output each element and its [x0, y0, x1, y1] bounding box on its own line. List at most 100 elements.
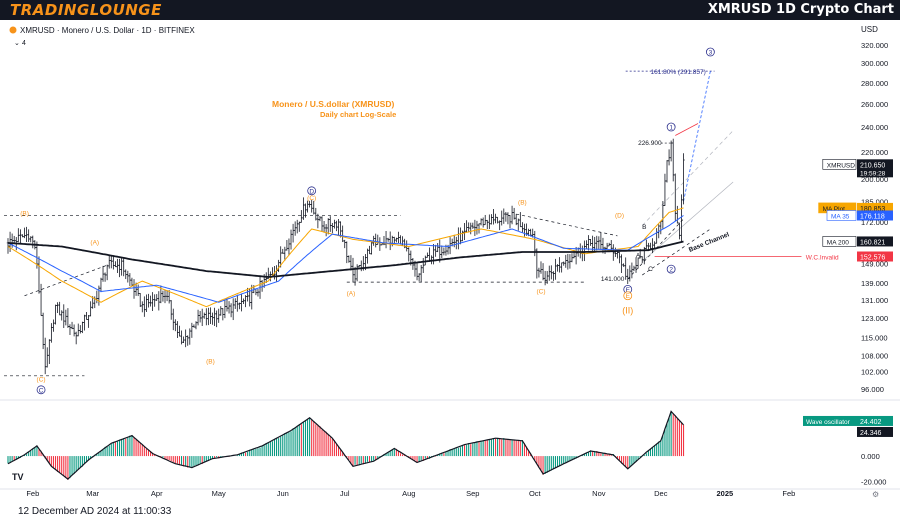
- osc-y-tick-label: -20.000: [861, 478, 886, 487]
- wave-label: 2: [669, 267, 673, 274]
- high-level-label: 226.900: [638, 140, 662, 147]
- low-level-label: 141.000: [601, 276, 625, 283]
- wave-label-circle: [623, 291, 633, 301]
- x-tick-label: Oct: [529, 489, 542, 498]
- y-tick-label: 102.000: [861, 368, 888, 377]
- y-tick-label: 185.000: [861, 197, 888, 206]
- fib-level-label: 161.80% (291.857): [650, 69, 705, 76]
- osc-y-tick-label: 0.000: [861, 452, 880, 461]
- y-tick-label: 108.000: [861, 351, 888, 360]
- price-tag-label-bg: [822, 236, 857, 247]
- y-axis-unit: USD: [861, 25, 878, 34]
- x-tick-label: Dec: [654, 489, 668, 498]
- wave-label: 3: [709, 50, 713, 57]
- x-tick-label: Sep: [466, 489, 479, 498]
- price-tag-label-bg: [822, 159, 857, 170]
- price-tag-label: MA 200: [827, 239, 849, 246]
- x-tick-label: Apr: [151, 489, 163, 498]
- y-tick-label: 320.000: [861, 41, 888, 50]
- annotation-subtitle: Daily chart Log-Scale: [320, 110, 396, 119]
- trend-line: [24, 264, 108, 297]
- wave-label-circle: [666, 264, 676, 274]
- wave-label: (A): [347, 291, 356, 298]
- y-tick-label: 115.000: [861, 333, 888, 342]
- y-tick-label: 139.000: [861, 279, 888, 288]
- wave-label: C: [648, 266, 653, 273]
- chevron-down-icon[interactable]: ⌄: [14, 40, 20, 47]
- top-banner: TRADINGLOUNGE XMRUSD 1D Crypto Chart: [0, 0, 900, 20]
- x-tick-label: May: [212, 489, 226, 498]
- price-tag-value: 180.853: [860, 206, 885, 213]
- channel-line: [641, 130, 734, 226]
- price-tag-label-bg: [826, 210, 857, 221]
- symbol-legend: XMRUSD · Monero / U.S. Dollar · 1D · BIT…: [20, 26, 195, 35]
- indicator-count: 4: [22, 40, 26, 47]
- price-tag-time: 19:59:28: [860, 170, 886, 177]
- base-channel-label: Base Channel: [688, 231, 731, 254]
- tradingview-logo-icon: TV: [12, 472, 24, 482]
- trend-line: [627, 218, 684, 280]
- wave-label: (C): [536, 289, 545, 296]
- x-tick-label: Jul: [340, 489, 350, 498]
- wave-label: (C): [37, 377, 46, 384]
- y-tick-label: 280.000: [861, 79, 888, 88]
- annotation-title: Monero / U.S.dollar (XMRUSD): [272, 99, 394, 109]
- wave-label-circle: [36, 385, 46, 395]
- price-tag-label: XMRUSD: [827, 162, 855, 169]
- footer-timestamp: 12 December AD 2024 at 11:00:33: [18, 506, 172, 517]
- chart-headline: XMRUSD 1D Crypto Chart: [707, 2, 894, 17]
- y-tick-label: 149.000: [861, 259, 888, 268]
- trend-line: [516, 213, 618, 237]
- price-tag-value: 152.576: [860, 254, 885, 261]
- wave-label: A: [636, 253, 641, 260]
- base-channel-line: [642, 228, 711, 276]
- wave-label: D: [309, 188, 314, 195]
- wave-label: C: [39, 387, 44, 394]
- price-tag-value: 176.118: [860, 213, 885, 220]
- osc-tag-value-2: 24.346: [860, 430, 882, 437]
- osc-tag-value: 24.402: [860, 419, 882, 426]
- brand-logo: TRADINGLOUNGE: [10, 1, 162, 19]
- osc-tag-bg: [857, 415, 893, 426]
- price-tag-bg: [857, 202, 893, 213]
- ma-line-3: [7, 240, 684, 278]
- osc-tag-label-bg: [803, 415, 857, 426]
- y-tick-label: 123.000: [861, 314, 888, 323]
- price-tag-value: 160.821: [860, 239, 885, 246]
- osc-tag-label: Wave oscillator: [806, 419, 851, 426]
- price-tag-label: W.C.Invalid: [806, 254, 839, 261]
- price-tag-value: 210.650: [860, 162, 885, 169]
- projection-line: [683, 70, 711, 202]
- y-tick-label: 220.000: [861, 148, 888, 157]
- settings-icon: ⚙: [872, 490, 879, 499]
- y-tick-label: 300.000: [861, 59, 888, 68]
- price-tag-bg: [857, 236, 893, 247]
- wave-label: (II): [622, 305, 633, 315]
- price-tag-label-bg: [801, 251, 857, 262]
- x-tick-label: Aug: [402, 489, 415, 498]
- wave-label: 1: [669, 125, 673, 132]
- price-tag-bg: [857, 210, 893, 221]
- x-tick-label: Feb: [26, 489, 39, 498]
- ma-line-2: [7, 215, 684, 303]
- symbol-icon: [9, 26, 17, 34]
- price-tag-bg: [857, 159, 893, 178]
- wave-label: (B): [206, 358, 215, 365]
- y-tick-label: 131.000: [861, 296, 888, 305]
- footer: 12 December AD 2024 at 11:00:33: [0, 504, 900, 522]
- x-tick-label: Nov: [592, 489, 606, 498]
- wave-label: (A): [90, 240, 99, 247]
- price-tag-bg: [857, 251, 893, 262]
- y-tick-label: 96.000: [861, 385, 884, 394]
- ma-line-1: [7, 207, 684, 308]
- y-tick-label: 200.000: [861, 175, 888, 184]
- wave-label: (C): [307, 195, 316, 202]
- resistance-line: [675, 123, 699, 136]
- wave-label-circle: [307, 186, 317, 196]
- y-tick-label: 240.000: [861, 123, 888, 132]
- wave-label: (B): [518, 200, 527, 207]
- y-tick-label: 260.000: [861, 100, 888, 109]
- price-tag-label: MA 35: [831, 213, 850, 220]
